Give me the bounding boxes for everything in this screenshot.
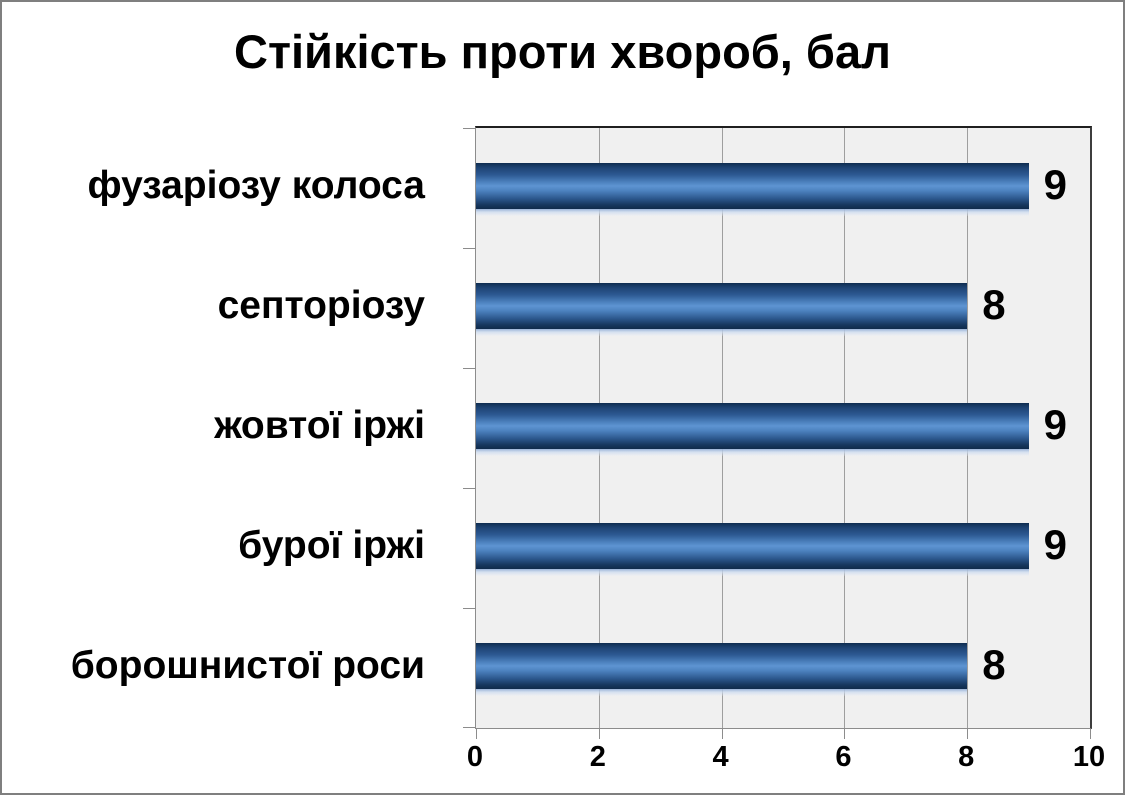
bar-value-label: 8 xyxy=(982,641,1006,689)
x-axis-tick xyxy=(721,729,723,739)
x-axis-tick-label: 10 xyxy=(1072,741,1106,773)
bar xyxy=(476,283,968,336)
bar-row: 9 xyxy=(476,128,1090,248)
x-axis-tick-label: 4 xyxy=(712,741,729,773)
category-label: бурої іржі xyxy=(238,524,425,567)
x-axis-tick xyxy=(1090,729,1091,739)
x-axis-tick-label: 8 xyxy=(958,741,975,773)
category-axis-tick xyxy=(463,368,476,369)
category-axis-tick xyxy=(463,488,476,489)
chart-title: Стійкість проти хвороб, бал xyxy=(234,25,891,78)
bar-value-label: 8 xyxy=(982,281,1006,329)
bar xyxy=(476,163,1029,216)
x-axis-tick xyxy=(598,729,600,739)
bar-row: 9 xyxy=(476,368,1090,488)
bar xyxy=(476,643,968,696)
plot-area: 9 8 9 9 8 xyxy=(463,126,1092,739)
category-label: септоріозу xyxy=(217,284,425,327)
category-label: борошнистої роси xyxy=(70,644,425,687)
bar-value-label: 9 xyxy=(1043,401,1067,449)
bar-row: 9 xyxy=(476,488,1090,608)
bar xyxy=(476,523,1029,576)
category-axis-tick xyxy=(463,608,476,609)
x-axis-tick-label: 0 xyxy=(466,741,484,773)
category-axis-tick xyxy=(463,128,476,129)
bar-value-label: 9 xyxy=(1043,161,1067,209)
x-axis-tick-label: 2 xyxy=(589,741,606,773)
x-axis-tick xyxy=(967,729,969,739)
bar-row: 8 xyxy=(476,608,1090,728)
x-axis-tick-labels: 0 2 4 6 8 10 xyxy=(467,741,1105,785)
category-axis-tick xyxy=(463,727,476,728)
bar-value-label: 9 xyxy=(1043,521,1067,569)
category-axis-labels: фузаріозу колоса септоріозу жовтої іржі бур… xyxy=(2,126,451,726)
bar xyxy=(476,403,1029,456)
category-label: жовтої іржі xyxy=(214,404,425,447)
x-axis-tick xyxy=(476,729,477,739)
category-label: фузаріозу колоса xyxy=(87,164,425,207)
x-axis-tick-label: 6 xyxy=(835,741,852,773)
bar-row: 8 xyxy=(476,248,1090,368)
x-axis-tick xyxy=(844,729,846,739)
category-axis-tick xyxy=(463,248,476,249)
